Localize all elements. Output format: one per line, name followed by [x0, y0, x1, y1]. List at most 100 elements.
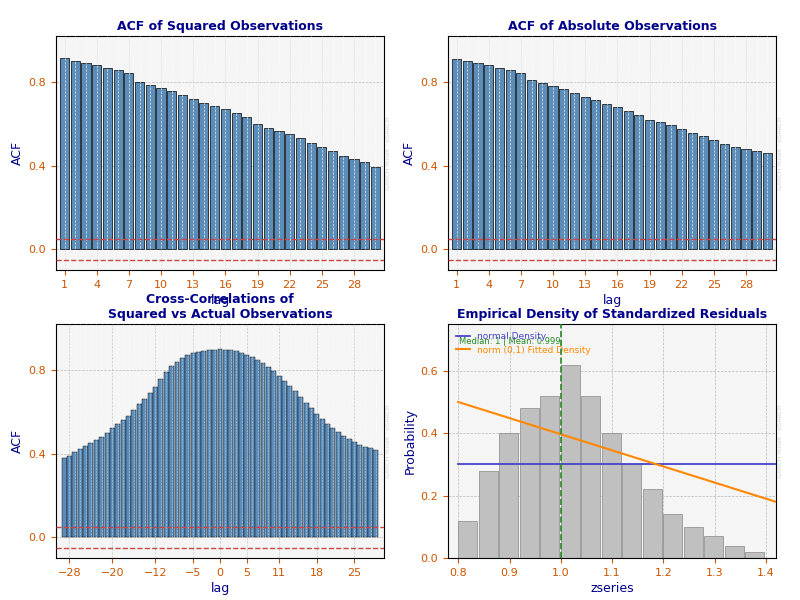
Bar — [206, 350, 212, 537]
Bar — [146, 85, 155, 249]
Bar — [186, 355, 190, 537]
Text: GARCH mode : sGARCH: GARCH mode : sGARCH — [386, 116, 390, 190]
Legend: normal Density, norm (0,1) Fitted Density: normal Density, norm (0,1) Fitted Densit… — [453, 329, 594, 358]
Bar — [570, 93, 579, 249]
Bar — [306, 143, 316, 249]
Bar — [274, 131, 283, 249]
Bar — [538, 83, 547, 249]
Bar — [684, 527, 702, 558]
Bar — [561, 365, 580, 558]
Bar — [62, 458, 66, 537]
Text: Median: 1 | Mean: 0.999: Median: 1 | Mean: 0.999 — [459, 337, 561, 346]
Bar — [602, 433, 621, 558]
Bar — [103, 68, 112, 249]
Title: ACF of Absolute Observations: ACF of Absolute Observations — [507, 20, 717, 34]
Bar — [623, 111, 633, 249]
Text: GARCH mode : sGARCH: GARCH mode : sGARCH — [778, 116, 782, 190]
Bar — [506, 70, 514, 249]
Y-axis label: ACF: ACF — [11, 141, 24, 165]
Bar — [287, 386, 292, 537]
Bar — [99, 437, 104, 537]
Bar — [169, 366, 174, 537]
Bar — [458, 521, 477, 558]
Bar — [645, 119, 654, 249]
Bar — [234, 351, 238, 537]
Bar — [698, 136, 708, 249]
Bar — [328, 151, 337, 249]
Bar — [362, 446, 368, 537]
Bar — [255, 360, 260, 537]
Bar — [374, 450, 378, 537]
Bar — [218, 349, 222, 537]
Y-axis label: ACF: ACF — [403, 141, 416, 165]
Bar — [82, 62, 90, 249]
Bar — [202, 350, 206, 537]
Text: GARCH mode : sGARCH: GARCH mode : sGARCH — [778, 404, 782, 478]
Bar — [350, 159, 358, 249]
Bar — [677, 129, 686, 249]
Bar — [105, 433, 110, 537]
Bar — [666, 125, 675, 249]
Bar — [210, 106, 219, 249]
Bar — [110, 428, 115, 537]
Bar — [704, 536, 723, 558]
Bar — [358, 445, 362, 537]
Bar — [581, 97, 590, 249]
Bar — [250, 357, 254, 537]
Bar — [303, 403, 309, 537]
Bar — [602, 104, 611, 249]
Bar — [622, 464, 641, 558]
Bar — [239, 353, 244, 537]
Bar — [462, 61, 472, 249]
Bar — [67, 455, 72, 537]
Bar — [613, 107, 622, 249]
Bar — [656, 122, 665, 249]
Bar — [167, 91, 176, 249]
Bar — [642, 490, 662, 558]
Bar — [720, 143, 729, 249]
Text: GARCH mode : sGARCH: GARCH mode : sGARCH — [386, 404, 390, 478]
Bar — [153, 386, 158, 537]
Bar — [325, 424, 330, 537]
Bar — [527, 80, 536, 249]
Bar — [89, 443, 94, 537]
Bar — [282, 381, 287, 537]
Bar — [452, 59, 461, 249]
Bar — [264, 128, 273, 249]
Bar — [549, 86, 558, 249]
Bar — [320, 419, 325, 537]
Bar — [277, 376, 282, 537]
Bar — [196, 352, 201, 537]
Bar — [157, 88, 166, 249]
Bar — [189, 98, 198, 249]
Bar — [94, 440, 99, 537]
Bar — [261, 363, 266, 537]
Bar — [164, 372, 169, 537]
Bar — [763, 154, 772, 249]
Y-axis label: ACF: ACF — [11, 429, 24, 453]
Bar — [746, 552, 764, 558]
Bar — [484, 65, 494, 249]
Bar — [752, 151, 762, 249]
Bar — [271, 371, 276, 537]
Bar — [341, 436, 346, 537]
Bar — [559, 89, 568, 249]
Bar — [242, 118, 251, 249]
Bar — [266, 367, 271, 537]
Bar — [253, 124, 262, 249]
Bar — [137, 404, 142, 537]
X-axis label: zseries: zseries — [590, 582, 634, 595]
Y-axis label: Probability: Probability — [403, 408, 416, 474]
Bar — [70, 61, 80, 249]
Bar — [309, 409, 314, 537]
Bar — [352, 442, 357, 537]
Bar — [285, 134, 294, 249]
Bar — [298, 397, 303, 537]
Bar — [516, 73, 526, 249]
Bar — [131, 410, 137, 537]
Bar — [228, 350, 234, 537]
Bar — [478, 470, 498, 558]
Bar — [124, 73, 134, 249]
Bar — [293, 391, 298, 537]
Bar — [371, 167, 380, 249]
